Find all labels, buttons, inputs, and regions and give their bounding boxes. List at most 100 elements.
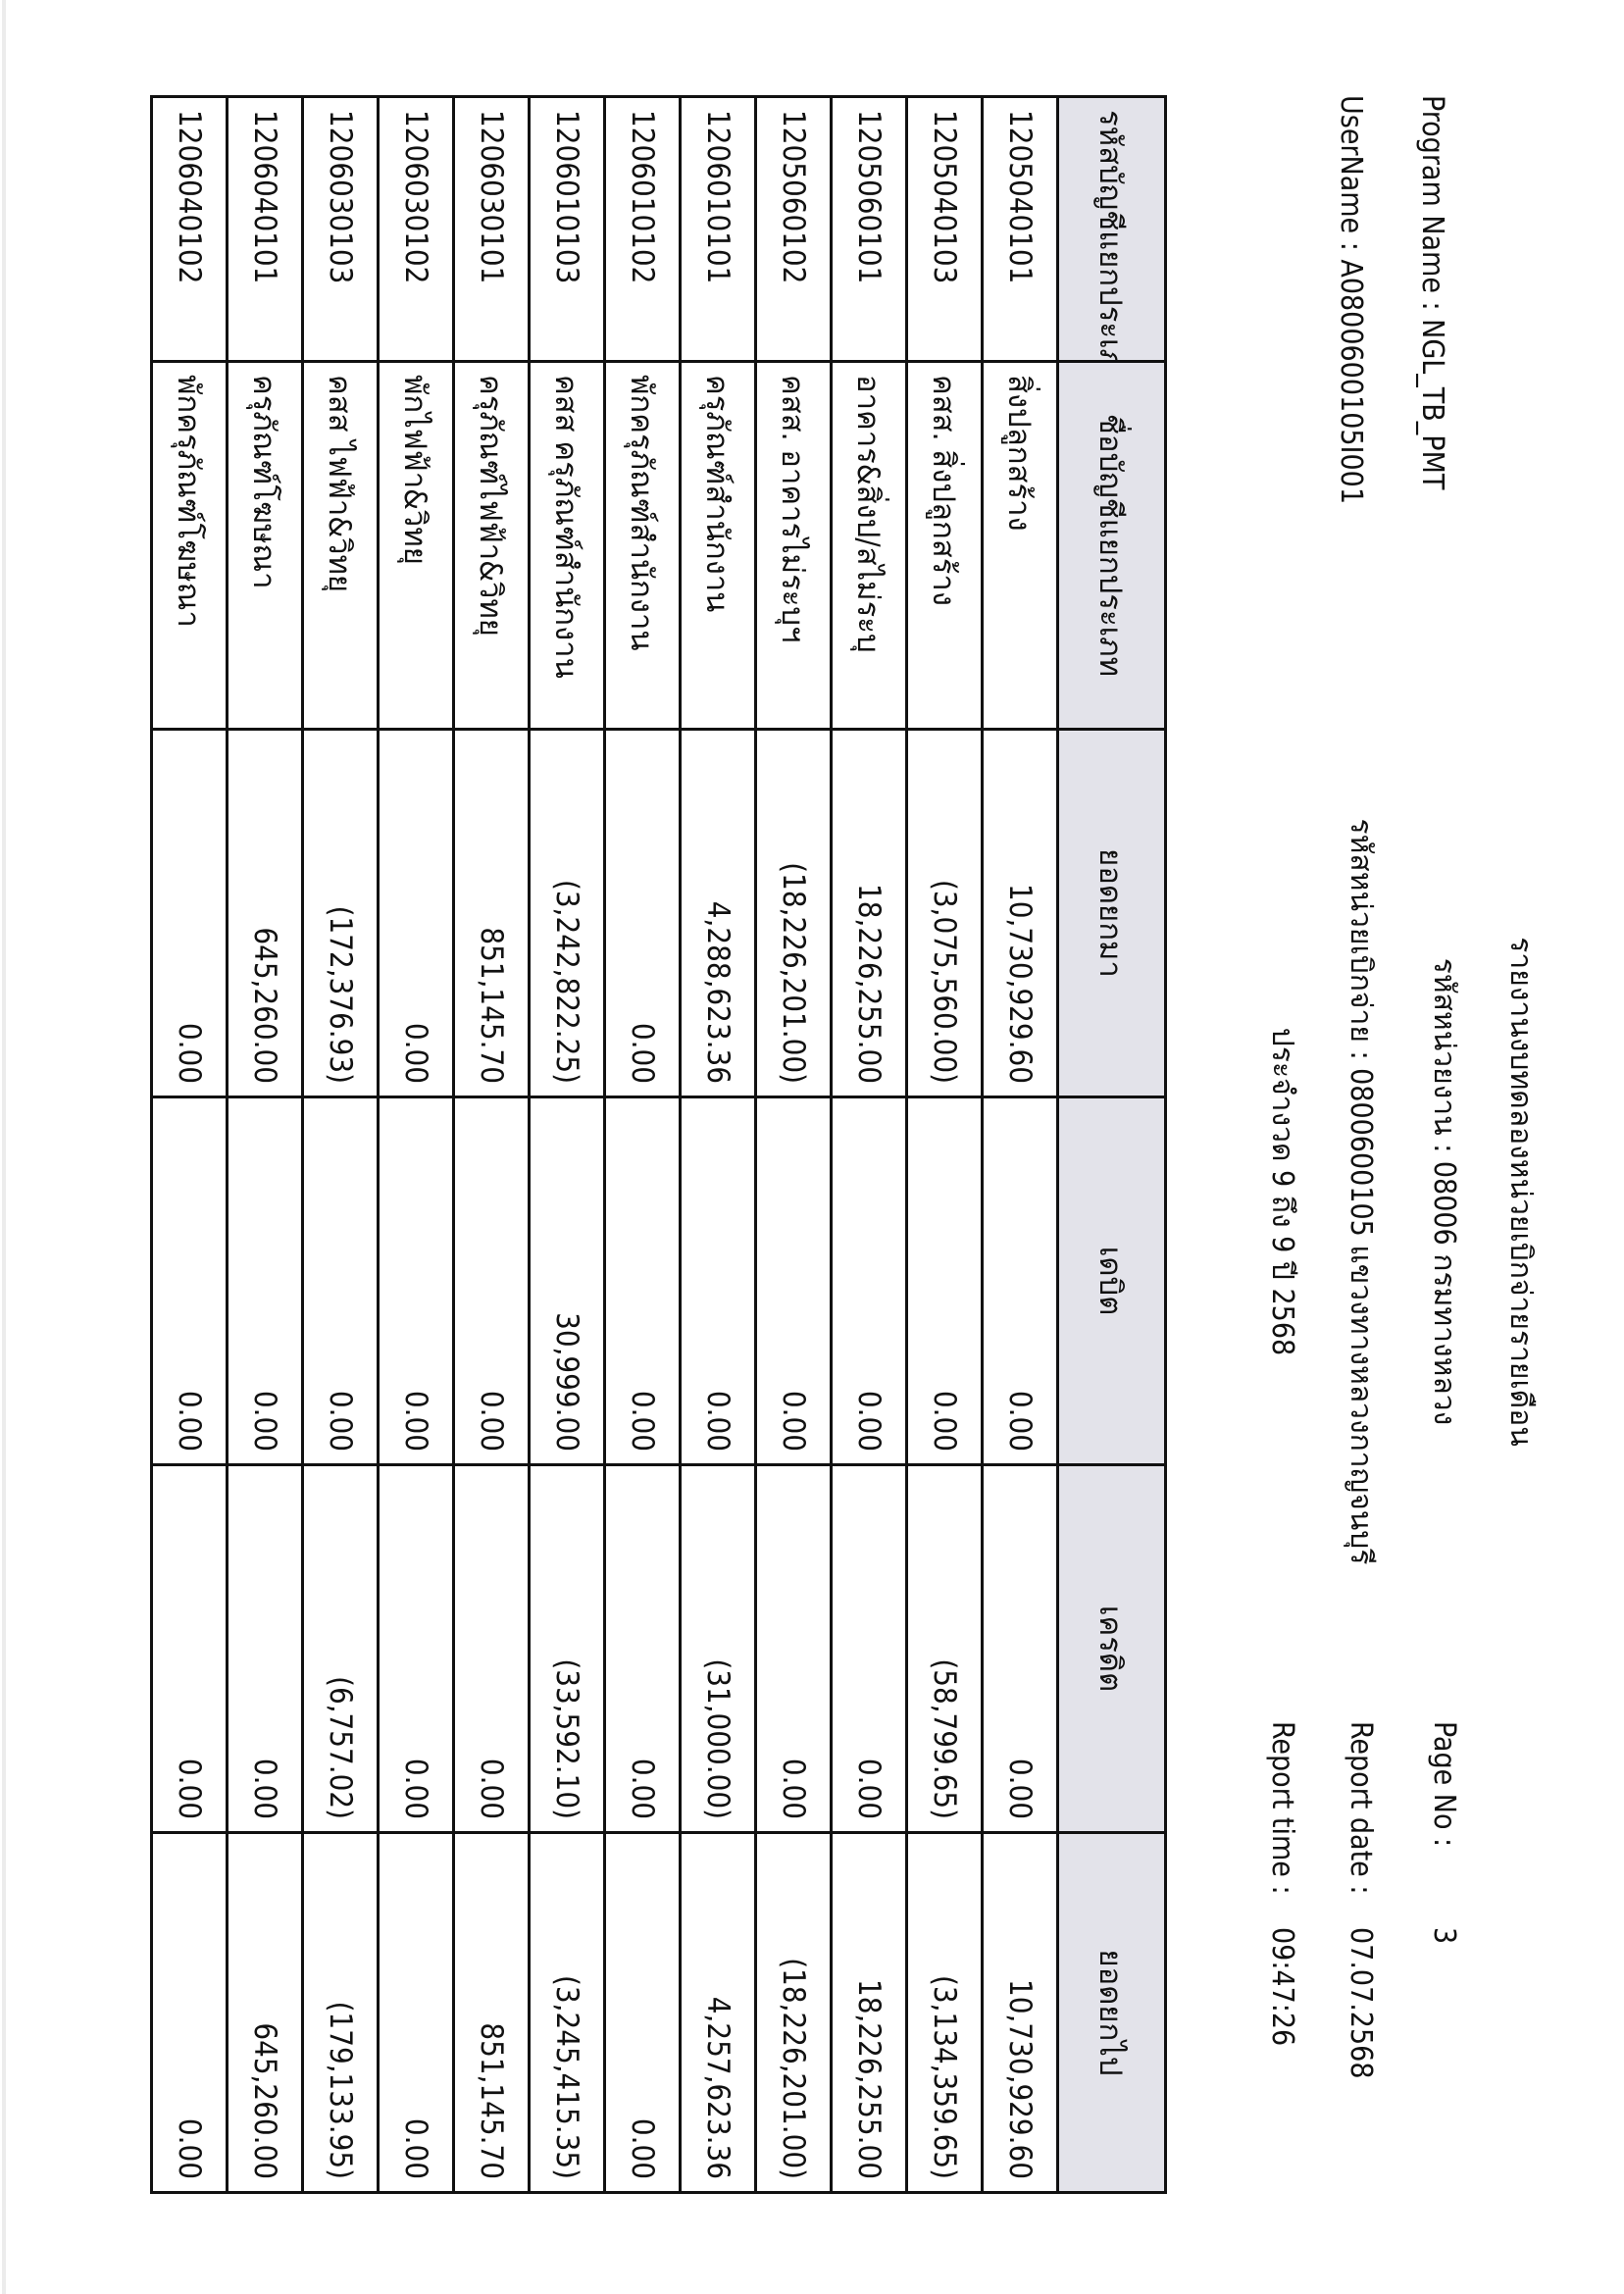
- debit-cell: 0.00: [982, 1096, 1058, 1465]
- closing-balance-cell: 851,145.70: [453, 1832, 530, 2193]
- account-code-cell: 1205040103: [906, 96, 983, 362]
- table-row: 1206010102 พักครุภัณฑ์สำนักงาน 0.00 0.00 0.0…: [604, 96, 681, 2193]
- debit-cell: 0.00: [453, 1096, 530, 1465]
- agency-line: รหัสหน่วยงาน : 08006 กรมทางหลวง: [1427, 957, 1461, 1426]
- period-line: ประจำงวด 9 ถึง 9 ปี 2568: [1265, 1027, 1299, 1356]
- debit-cell: 0.00: [227, 1096, 303, 1465]
- report-date-value: 07.07.2568: [1344, 1927, 1378, 2079]
- account-name-cell: สิ่งปลูกสร้าง: [982, 361, 1058, 730]
- scan-edge: [2, 0, 6, 2294]
- account-code-cell: 1205060101: [831, 96, 907, 362]
- credit-cell: (33,592.10): [529, 1464, 605, 1833]
- debit-cell: 0.00: [302, 1096, 379, 1465]
- table-row: 1206030101 ครุภัณฑ์ไฟฟ้า&วิทยุ 851,145.70 0…: [453, 96, 530, 2193]
- account-name-cell: ครุภัณฑ์ไฟฟ้า&วิทยุ: [453, 361, 530, 730]
- account-code-cell: 1206010103: [529, 96, 605, 362]
- header-account-code: รหัสบัญชีแยกประเภท: [1057, 96, 1166, 362]
- account-name-cell: อาคาร&สิ่งป/สไม่ระบุ: [831, 361, 907, 730]
- closing-balance-cell: 0.00: [604, 1832, 681, 2193]
- account-code-cell: 1206030101: [453, 96, 530, 362]
- table-row: 1205040101 สิ่งปลูกสร้าง 10,730,929.60 0.00…: [982, 96, 1058, 2193]
- report-time-value: 09:47:26: [1265, 1927, 1299, 2047]
- report-title: รายงานงบทดลองหน่วยเบิกจ่ายรายเดือน: [1503, 937, 1538, 1447]
- header-closing-balance: ยอดยกไป: [1057, 1832, 1166, 2193]
- credit-cell: 0.00: [982, 1464, 1058, 1833]
- opening-balance-cell: (18,226,201.00): [755, 729, 832, 1097]
- closing-balance-cell: 0.00: [151, 1832, 228, 2193]
- closing-balance-cell: (179,133.95): [302, 1832, 379, 2193]
- table-row: 1206030103 คสส ไฟฟ้า&วิทยุ (172,376.93) 0.0…: [302, 96, 379, 2193]
- account-code-cell: 1205060102: [755, 96, 832, 362]
- closing-balance-cell: (3,245,415.35): [529, 1832, 605, 2193]
- header-credit: เครดิต: [1057, 1464, 1166, 1833]
- header-account-name: ชื่อบัญชีแยกประเภท: [1057, 361, 1166, 730]
- opening-balance-cell: (3,075,560.00): [906, 729, 983, 1097]
- account-code-cell: 1206040101: [227, 96, 303, 362]
- closing-balance-cell: 645,260.00: [227, 1832, 303, 2193]
- account-code-cell: 1205040101: [982, 96, 1058, 362]
- page-no-value: 3: [1427, 1927, 1461, 1945]
- credit-cell: (6,757.02): [302, 1464, 379, 1833]
- closing-balance-cell: (18,226,201.00): [755, 1832, 832, 2193]
- opening-balance-cell: 0.00: [151, 729, 228, 1097]
- credit-cell: (31,000.00): [680, 1464, 756, 1833]
- table-row: 1206040102 พักครุภัณฑ์โฆษณา 0.00 0.00 0.00 0.…: [151, 96, 228, 2193]
- table-row: 1206010103 คสส ครุภัณฑ์สำนักงาน (3,242,822…: [529, 96, 605, 2193]
- credit-cell: 0.00: [604, 1464, 681, 1833]
- closing-balance-cell: (3,134,359.65): [906, 1832, 983, 2193]
- credit-cell: 0.00: [453, 1464, 530, 1833]
- opening-balance-cell: 10,730,929.60: [982, 729, 1058, 1097]
- opening-balance-cell: (172,376.93): [302, 729, 379, 1097]
- account-code-cell: 1206040102: [151, 96, 228, 362]
- account-name-cell: คสส ไฟฟ้า&วิทยุ: [302, 361, 379, 730]
- debit-cell: 30,999.00: [529, 1096, 605, 1465]
- header-opening-balance: ยอดยกมา: [1057, 729, 1166, 1097]
- opening-balance-cell: 0.00: [604, 729, 681, 1097]
- table-header-row: รหัสบัญชีแยกประเภท ชื่อบัญชีแยกประเภท ยอ…: [1057, 96, 1166, 2193]
- credit-cell: 0.00: [151, 1464, 228, 1833]
- closing-balance-cell: 4,257,623.36: [680, 1832, 756, 2193]
- credit-cell: (58,799.65): [906, 1464, 983, 1833]
- table-row: 1205060101 อาคาร&สิ่งป/สไม่ระบุ 18,226,255…: [831, 96, 907, 2193]
- account-code-cell: 1206010101: [680, 96, 756, 362]
- account-name-cell: พักครุภัณฑ์โฆษณา: [151, 361, 228, 730]
- account-name-cell: พักไฟฟ้า&วิทยุ: [378, 361, 454, 730]
- account-name-cell: พักครุภัณฑ์สำนักงาน: [604, 361, 681, 730]
- debit-cell: 0.00: [378, 1096, 454, 1465]
- opening-balance-cell: (3,242,822.25): [529, 729, 605, 1097]
- opening-balance-cell: 4,288,623.36: [680, 729, 756, 1097]
- header-debit: เดบิต: [1057, 1096, 1166, 1465]
- report-date-label: Report date :: [1344, 1721, 1378, 1895]
- table-row: 1206010101 ครุภัณฑ์สำนักงาน 4,288,623.36 0.…: [680, 96, 756, 2193]
- table-row: 1206040101 ครุภัณฑ์โฆษณา 645,260.00 0.00 0.0…: [227, 96, 303, 2193]
- debit-cell: 0.00: [831, 1096, 907, 1465]
- opening-balance-cell: 0.00: [378, 729, 454, 1097]
- credit-cell: 0.00: [755, 1464, 832, 1833]
- debit-cell: 0.00: [906, 1096, 983, 1465]
- table-row: 1205040103 คสส. สิ่งปลูกสร้าง (3,075,560.0…: [906, 96, 983, 2193]
- credit-cell: 0.00: [227, 1464, 303, 1833]
- debit-cell: 0.00: [755, 1096, 832, 1465]
- username: UserName : A0800600105I001: [1334, 95, 1368, 504]
- debit-cell: 0.00: [680, 1096, 756, 1465]
- trial-balance-table: รหัสบัญชีแยกประเภท ชื่อบัญชีแยกประเภท ยอ…: [150, 95, 1167, 2194]
- program-name: Program Name : NGL_TB_PMT: [1415, 95, 1449, 490]
- report-time-label: Report time :: [1265, 1721, 1299, 1895]
- debit-cell: 0.00: [604, 1096, 681, 1465]
- account-name-cell: ครุภัณฑ์โฆษณา: [227, 361, 303, 730]
- account-code-cell: 1206030102: [378, 96, 454, 362]
- closing-balance-cell: 18,226,255.00: [831, 1832, 907, 2193]
- credit-cell: 0.00: [378, 1464, 454, 1833]
- table-row: 1206030102 พักไฟฟ้า&วิทยุ 0.00 0.00 0.00 0.00: [378, 96, 454, 2193]
- page-no-label: Page No :: [1427, 1721, 1461, 1848]
- disbursement-unit-line: รหัสหน่วยเบิกจ่าย : 0800600105 แขวงทางหล…: [1344, 818, 1378, 1565]
- account-name-cell: คสส. สิ่งปลูกสร้าง: [906, 361, 983, 730]
- account-code-cell: 1206010102: [604, 96, 681, 362]
- account-code-cell: 1206030103: [302, 96, 379, 362]
- closing-balance-cell: 10,730,929.60: [982, 1832, 1058, 2193]
- opening-balance-cell: 851,145.70: [453, 729, 530, 1097]
- opening-balance-cell: 645,260.00: [227, 729, 303, 1097]
- debit-cell: 0.00: [151, 1096, 228, 1465]
- account-name-cell: ครุภัณฑ์สำนักงาน: [680, 361, 756, 730]
